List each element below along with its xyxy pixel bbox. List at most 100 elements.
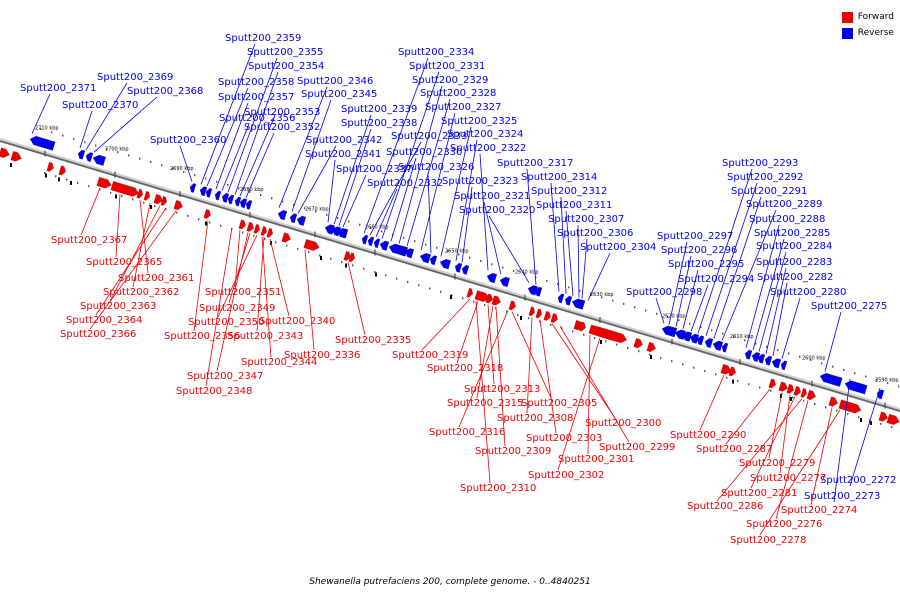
reverse-gene-shape [77,149,86,160]
guide-dot [458,253,460,256]
reverse-label-leader [390,157,417,242]
reverse-gene [704,337,714,349]
forward-label-leader [559,325,630,443]
forward-label: Sputt200_2363 [80,301,156,312]
reverse-gene-shape [289,213,298,224]
forward-gene-shape [878,411,888,422]
forward-gene-shape [281,232,291,243]
guide-dot [484,304,486,306]
reverse-label-leader [239,117,275,197]
forward-gene-shape [806,389,816,401]
reverse-label: Sputt200_2288 [749,214,825,225]
tick-label: 2600 kbp [802,356,826,362]
guide-dot [407,280,409,283]
forward-gene-shape [58,165,67,176]
forward-label: Sputt200_2356 [164,331,240,342]
guide-dot [854,372,856,375]
forward-label: Sputt200_2347 [187,371,263,382]
forward-label-leader [89,210,177,330]
guide-dot [260,194,262,196]
forward-label: Sputt200_2277 [750,473,826,484]
reverse-label-leader [461,186,473,263]
forward-label: Sputt200_2299 [599,442,675,453]
reverse-label: Sputt200_2280 [770,287,846,298]
forward-label: Sputt200_2362 [103,287,179,298]
guide-dot [799,355,801,358]
forward-label: Sputt200_2365 [86,257,162,268]
forward-gene-shape [508,300,517,311]
reverse-gene-shape [419,252,432,264]
forward-label-leader [587,334,591,455]
forward-label: Sputt200_2361 [118,273,194,284]
reverse-label: Sputt200_2311 [536,200,612,211]
reverse-gene [757,353,766,364]
tick-label: 2640 kbp [515,270,539,276]
forward-gene [203,208,212,219]
tick-label: 2710 kbp [35,126,59,132]
feature-mark [70,181,72,185]
forward-gene [786,383,795,394]
reverse-gene-shape [234,196,242,207]
guide-dot [330,257,332,260]
forward-label-leader [476,305,494,399]
forward-label-leader [193,220,209,332]
reverse-label: Sputt200_2356 [219,113,295,124]
reverse-label-leader [215,102,249,189]
reverse-label-leader [363,57,429,234]
reverse-label-leader [291,99,332,212]
reverse-gene-shape [744,349,753,360]
reverse-label: Sputt200_2324 [447,129,523,140]
reverse-gene [214,190,222,201]
reverse-gene [844,380,868,395]
forward-gene [281,232,291,243]
reverse-label-leader [234,71,279,195]
reverse-label: Sputt200_2275 [811,301,887,312]
reverse-gene-shape [221,192,230,203]
forward-gene-shape [886,413,900,425]
forward-label-leader [421,298,471,351]
feature-mark [115,194,117,199]
guide-dot [755,342,757,345]
guide-dot [689,322,691,325]
forward-gene-shape [153,193,163,205]
forward-gene-shape [303,238,320,251]
reverse-label: Sputt200_2298 [626,287,702,298]
guide-dot [891,426,893,429]
guide-dot [293,203,295,206]
guide-dot [491,263,493,266]
forward-gene [58,165,67,176]
forward-gene-shape [203,208,212,219]
forward-label-leader [304,249,315,351]
feature-mark [732,379,734,384]
reverse-label: Sputt200_2370 [62,100,138,111]
guide-dot [205,177,207,180]
reverse-label-leader [297,145,337,214]
reverse-gene-shape [721,342,729,353]
guide-dot [737,379,739,382]
guide-dot [557,283,559,286]
reverse-gene-shape [780,360,788,371]
guide-dot [183,170,185,173]
genome-axis [0,138,900,410]
forward-gene [578,321,587,332]
legend-reverse-swatch [841,27,853,39]
forward-label-leader [109,205,161,302]
reverse-gene-shape [85,152,94,163]
reverse-label: Sputt200_2325 [441,116,517,127]
reverse-label: Sputt200_2296 [661,245,737,256]
forward-label: Sputt200_2300 [585,418,661,429]
guide-dot [128,154,130,157]
guide-dot [656,312,658,315]
forward-gene [728,366,737,377]
reverse-gene-shape [429,255,438,266]
forward-gene-shape [10,150,22,162]
guide-dot [198,218,200,221]
forward-gene [253,223,261,234]
legend-reverse: Reverse [841,25,894,41]
forward-gene-shape [110,180,140,197]
forward-label-leader [551,323,616,419]
reverse-gene [296,215,307,227]
reverse-gene-shape [205,187,213,198]
forward-gene [606,329,620,341]
forward-gene [778,381,788,392]
